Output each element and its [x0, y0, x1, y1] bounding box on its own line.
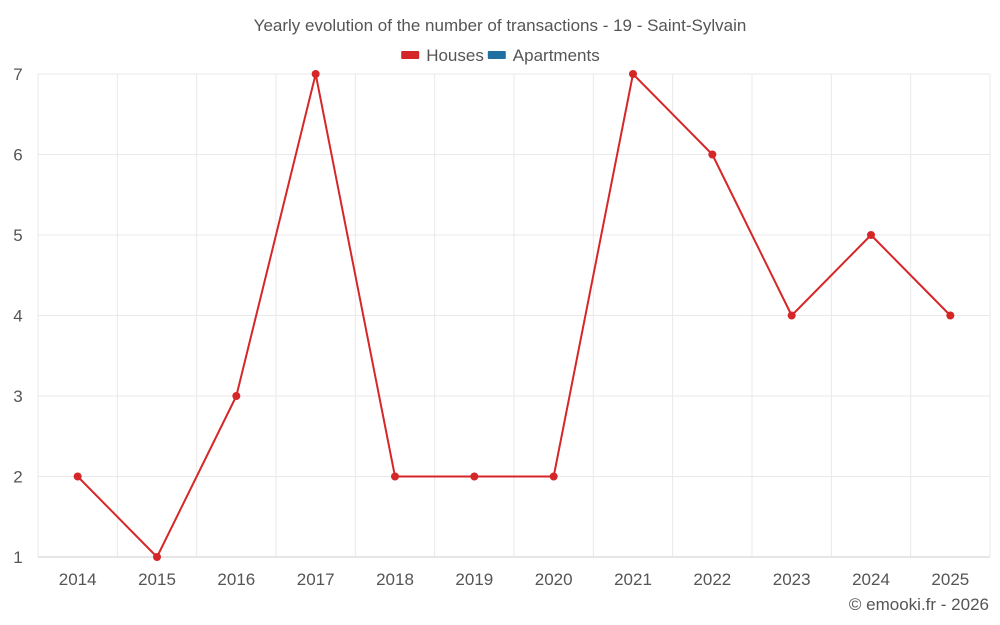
legend: Houses Apartments [401, 46, 600, 65]
x-tick-label: 2019 [455, 570, 493, 589]
legend-label: Apartments [513, 46, 600, 65]
series-layer [73, 70, 955, 561]
data-point[interactable] [470, 472, 479, 481]
x-tick-label: 2018 [376, 570, 414, 589]
x-tick-label: 2015 [138, 570, 176, 589]
x-tick-label: 2014 [59, 570, 97, 589]
x-tick-label: 2016 [217, 570, 255, 589]
data-point[interactable] [549, 472, 558, 481]
data-point[interactable] [232, 392, 241, 400]
data-point[interactable] [73, 472, 82, 481]
data-point[interactable] [629, 70, 637, 78]
x-tick-label: 2017 [297, 570, 335, 589]
y-tick-label: 5 [13, 226, 22, 245]
x-tick-label: 2023 [773, 570, 811, 589]
data-point[interactable] [867, 231, 875, 239]
data-point[interactable] [787, 311, 796, 320]
y-axis: 1 2 3 4 5 6 7 [13, 65, 22, 567]
data-point[interactable] [946, 311, 955, 320]
legend-swatch [487, 51, 506, 59]
legend-item[interactable]: Houses [401, 46, 484, 65]
x-tick-label: 2025 [931, 570, 969, 589]
legend-item[interactable]: Apartments [487, 46, 600, 65]
data-point[interactable] [153, 553, 161, 561]
x-tick-label: 2021 [614, 570, 652, 589]
x-axis: 2014 2015 2016 2017 2018 2019 2020 2021 2022 2023… [59, 570, 969, 589]
y-tick-label: 6 [13, 146, 22, 165]
legend-label: Houses [426, 46, 484, 65]
grid [37, 73, 991, 558]
data-point[interactable] [311, 70, 320, 78]
credit-text: © emooki.fr - 2026 [849, 595, 989, 614]
x-tick-label: 2020 [535, 570, 573, 589]
x-tick-label: 2022 [693, 570, 731, 589]
series-line [76, 73, 952, 558]
data-point[interactable] [708, 150, 717, 159]
x-tick-label: 2024 [852, 570, 890, 589]
data-point[interactable] [391, 472, 399, 481]
legend-swatch [401, 51, 420, 59]
y-tick-label: 4 [13, 307, 22, 326]
y-tick-label: 1 [13, 548, 22, 567]
chart-title: Yearly evolution of the number of transa… [254, 16, 747, 35]
y-tick-label: 3 [13, 387, 22, 406]
y-tick-label: 2 [13, 468, 22, 487]
y-tick-label: 7 [13, 65, 22, 84]
